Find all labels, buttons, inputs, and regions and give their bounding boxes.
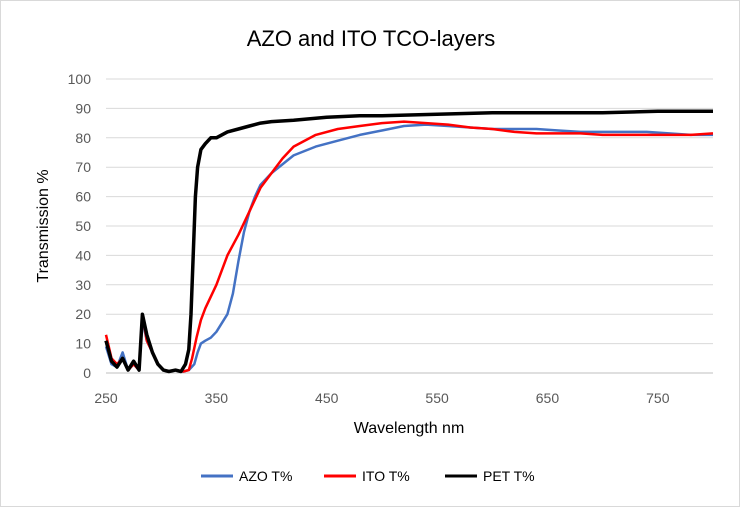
y-tick-label: 10 (75, 336, 91, 352)
y-tick-label: 50 (75, 218, 91, 234)
series-line-1 (104, 120, 714, 373)
series-line-2 (104, 109, 713, 374)
y-tick-label: 70 (75, 159, 91, 175)
x-tick-label: 250 (94, 390, 118, 406)
x-axis-title: Wavelength nm (354, 420, 465, 437)
x-tick-label: 550 (425, 390, 449, 406)
series-lines (104, 109, 714, 374)
y-tick-label: 40 (75, 247, 91, 263)
gridlines (106, 78, 713, 345)
y-tick-label: 0 (83, 365, 91, 381)
x-tick-label: 650 (536, 390, 560, 406)
y-tick-label: 60 (75, 189, 91, 205)
legend: AZO T% ITO T% PET T% (201, 468, 535, 484)
y-tick-label: 90 (75, 100, 91, 116)
chart-title: AZO and ITO TCO-layers (247, 26, 496, 51)
legend-label: ITO T% (362, 468, 410, 484)
axes: 0 10 20 30 40 50 60 70 80 90 100 250 350 450 550 650 750 (68, 71, 713, 406)
legend-label: AZO T% (239, 468, 292, 484)
x-tick-label: 350 (205, 390, 229, 406)
x-tick-label: 750 (646, 390, 670, 406)
y-axis-title: Transmission % (35, 169, 52, 282)
y-tick-label: 100 (68, 71, 92, 87)
y-tick-label: 20 (75, 306, 91, 322)
x-tick-label: 450 (315, 390, 339, 406)
y-tick-label: 80 (75, 130, 91, 146)
legend-label: PET T% (483, 468, 535, 484)
y-tick-label: 30 (75, 277, 91, 293)
